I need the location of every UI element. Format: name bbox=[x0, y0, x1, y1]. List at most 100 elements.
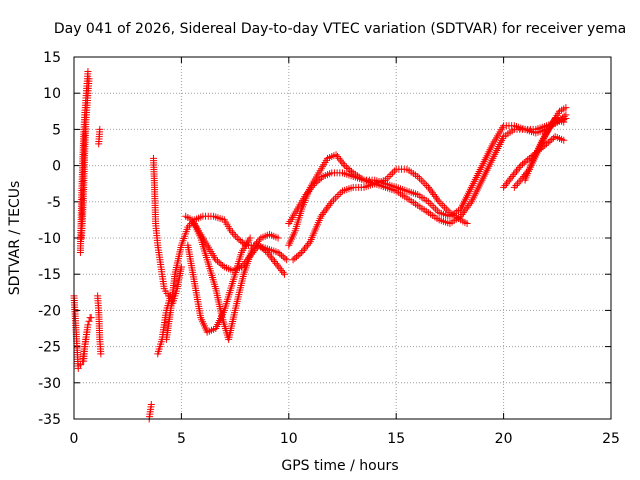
data-point bbox=[466, 200, 474, 208]
data-point bbox=[387, 171, 395, 179]
data-point bbox=[312, 178, 320, 186]
series-sat-s bbox=[521, 104, 570, 184]
data-point bbox=[333, 192, 341, 200]
data-point bbox=[548, 136, 556, 144]
data-point bbox=[505, 176, 513, 184]
data-point bbox=[459, 209, 467, 217]
data-point bbox=[263, 248, 271, 256]
data-point bbox=[232, 232, 240, 240]
series-sat-e bbox=[94, 292, 105, 358]
data-point bbox=[289, 256, 297, 264]
data-point bbox=[426, 185, 434, 193]
plot-frame bbox=[73, 56, 612, 420]
data-point bbox=[463, 203, 471, 211]
data-point bbox=[233, 234, 241, 242]
data-point bbox=[230, 230, 238, 238]
data-point bbox=[335, 154, 343, 162]
data-point bbox=[383, 174, 391, 182]
data-point bbox=[258, 244, 266, 252]
data-point bbox=[434, 196, 442, 204]
data-point bbox=[515, 163, 523, 171]
data-point bbox=[299, 247, 307, 255]
data-point bbox=[427, 187, 435, 195]
data-point bbox=[296, 250, 304, 258]
data-point bbox=[514, 165, 522, 173]
data-point bbox=[303, 241, 311, 249]
data-point bbox=[84, 321, 92, 329]
data-point bbox=[235, 235, 243, 243]
data-point bbox=[442, 205, 450, 213]
data-point bbox=[560, 136, 568, 144]
y-tick-label: -25 bbox=[38, 340, 61, 356]
data-point bbox=[500, 183, 508, 191]
x-tick-label: 15 bbox=[387, 431, 405, 447]
data-point bbox=[337, 189, 345, 197]
y-tick-label: 10 bbox=[43, 86, 61, 102]
data-point bbox=[237, 237, 245, 245]
data-point bbox=[275, 263, 283, 271]
series-sat-m bbox=[190, 220, 282, 343]
y-tick-label: 5 bbox=[52, 122, 61, 138]
data-point bbox=[268, 254, 276, 262]
data-point bbox=[328, 198, 336, 206]
series-sat-l bbox=[184, 234, 254, 336]
data-point bbox=[514, 180, 522, 188]
data-point bbox=[262, 247, 270, 255]
y-tick-label: 15 bbox=[43, 50, 61, 66]
data-point bbox=[325, 201, 333, 209]
data-point bbox=[85, 75, 93, 83]
data-point bbox=[510, 171, 518, 179]
series-sat-f bbox=[95, 125, 104, 148]
data-point bbox=[317, 174, 325, 182]
data-point bbox=[256, 243, 264, 251]
data-point bbox=[322, 205, 330, 213]
data-markers bbox=[70, 67, 570, 423]
x-tick-label: 0 bbox=[70, 431, 79, 447]
data-point bbox=[331, 194, 339, 202]
data-point bbox=[335, 191, 343, 199]
data-point bbox=[278, 267, 286, 275]
data-point bbox=[431, 192, 439, 200]
data-point bbox=[184, 223, 192, 231]
data-point bbox=[508, 172, 516, 180]
data-point bbox=[272, 259, 280, 267]
data-point bbox=[76, 361, 84, 369]
data-point bbox=[269, 256, 277, 264]
data-point bbox=[316, 175, 324, 183]
data-point bbox=[507, 174, 515, 182]
y-tick-label: -35 bbox=[38, 412, 61, 428]
data-point bbox=[332, 151, 340, 159]
data-point bbox=[228, 229, 236, 237]
data-point bbox=[96, 125, 104, 133]
data-point bbox=[291, 254, 299, 262]
data-point bbox=[517, 162, 525, 170]
data-point bbox=[423, 182, 431, 190]
data-point bbox=[428, 189, 436, 197]
data-point bbox=[293, 253, 301, 261]
data-point bbox=[546, 137, 554, 145]
data-point bbox=[281, 270, 289, 278]
series-sat-c bbox=[78, 75, 93, 242]
data-point bbox=[277, 251, 285, 259]
data-point bbox=[430, 203, 438, 211]
data-point bbox=[421, 180, 429, 188]
data-point bbox=[254, 238, 262, 246]
data-point bbox=[424, 198, 432, 206]
y-tick-label: -10 bbox=[38, 231, 61, 247]
data-point bbox=[213, 257, 221, 265]
data-point bbox=[389, 169, 397, 177]
data-point bbox=[309, 182, 317, 190]
data-point bbox=[302, 243, 310, 251]
data-point bbox=[294, 251, 302, 259]
data-point bbox=[465, 201, 473, 209]
data-point bbox=[87, 314, 95, 322]
x-tick-label: 25 bbox=[602, 431, 620, 447]
data-point bbox=[515, 178, 523, 186]
data-point bbox=[318, 210, 326, 218]
data-point bbox=[212, 256, 220, 264]
data-point bbox=[544, 138, 552, 146]
data-point bbox=[562, 111, 570, 119]
data-point bbox=[281, 254, 289, 262]
data-point bbox=[381, 176, 389, 184]
